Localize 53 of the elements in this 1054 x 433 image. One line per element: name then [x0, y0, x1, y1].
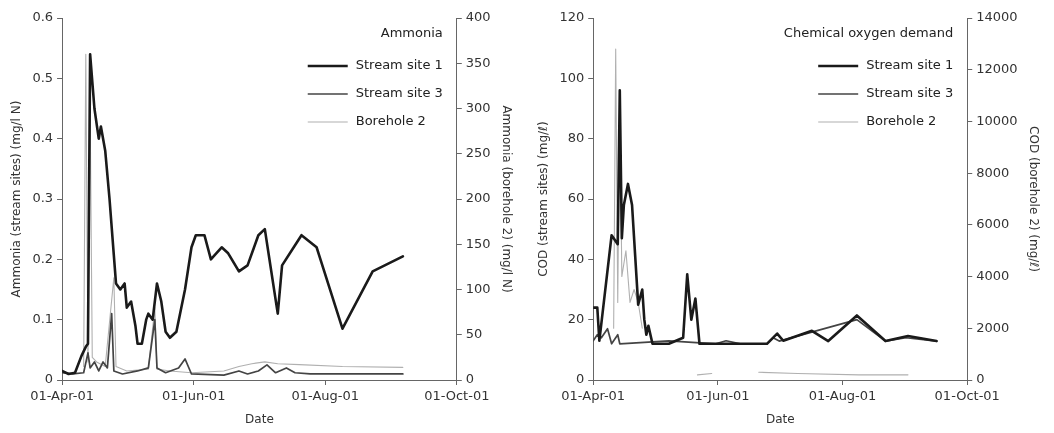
y2-tick-label: 14000 — [976, 9, 1018, 25]
legend-label: Stream site 1 — [866, 57, 954, 73]
y-tick-label: 20 — [567, 311, 585, 327]
y-tick-label: 0.6 — [32, 9, 54, 25]
y-tick-label: 80 — [567, 130, 585, 146]
y2-tick-label: 6000 — [976, 216, 1010, 232]
y2-tick-label: 0 — [465, 371, 475, 387]
y-tick-label: 0.1 — [32, 311, 54, 327]
x-tick-label: 01-Oct-01 — [934, 388, 1000, 404]
y2-tick-label: 400 — [465, 9, 491, 25]
y-tick-label: 0 — [575, 371, 585, 387]
y-tick-label: 0.3 — [32, 190, 54, 206]
y-tick-label: 40 — [567, 250, 585, 266]
legend-label: Borehole 2 — [866, 113, 937, 129]
x-tick-label: 01-Aug-01 — [808, 388, 877, 404]
y2-tick-label: 300 — [465, 99, 491, 115]
y-tick-label: 60 — [567, 190, 585, 206]
x-tick-label: 01-Apr-01 — [30, 388, 94, 404]
legend-label: Stream site 3 — [866, 85, 954, 101]
y2-tick-label: 10000 — [976, 112, 1018, 128]
y2-tick-label: 2000 — [976, 319, 1010, 335]
x-tick-label: 01-Oct-01 — [424, 388, 490, 404]
y-tick-label: 100 — [559, 69, 585, 85]
y-axis-title: Ammonia (stream sites) (mg/l N) — [9, 100, 24, 298]
legend-label: Stream site 1 — [355, 57, 443, 73]
x-tick-label: 01-Jun-01 — [686, 388, 750, 404]
y-axis-title: COD (stream sites) (mg/ℓ) — [536, 121, 551, 277]
y2-axis-title: COD (borehole 2) (mg/ℓ) — [1026, 126, 1041, 272]
y2-tick-label: 0 — [976, 371, 985, 387]
y2-tick-label: 8000 — [976, 164, 1010, 180]
x-tick-label: 01-Jun-01 — [161, 388, 226, 404]
y-tick-label: 0.2 — [32, 250, 54, 266]
y2-tick-label: 100 — [465, 280, 491, 296]
y-tick-label: 120 — [559, 9, 585, 25]
text: Chemical oxygen demand — [783, 25, 954, 41]
text: Ammonia — [380, 25, 443, 41]
legend-label: Borehole 2 — [355, 113, 426, 129]
y2-tick-label: 250 — [465, 145, 491, 161]
y-tick-label: 0 — [44, 371, 54, 387]
y2-tick-label: 150 — [465, 235, 491, 251]
y-tick-label: 0.4 — [32, 130, 54, 146]
y-tick-label: 0.5 — [32, 69, 54, 85]
y2-tick-label: 200 — [465, 190, 491, 206]
x-axis-title: Date — [765, 411, 795, 426]
x-tick-label: 01-Aug-01 — [291, 388, 360, 404]
y2-tick-label: 12000 — [976, 61, 1018, 77]
legend-label: Stream site 3 — [355, 85, 443, 101]
y2-axis-title: Ammonia (borehole 2) (mg/l N) — [499, 105, 514, 293]
y2-tick-label: 50 — [465, 326, 483, 342]
y2-tick-label: 4000 — [976, 267, 1010, 283]
y2-tick-label: 350 — [465, 54, 491, 70]
x-axis-title: Date — [245, 411, 274, 426]
x-tick-label: 01-Apr-01 — [561, 388, 626, 404]
